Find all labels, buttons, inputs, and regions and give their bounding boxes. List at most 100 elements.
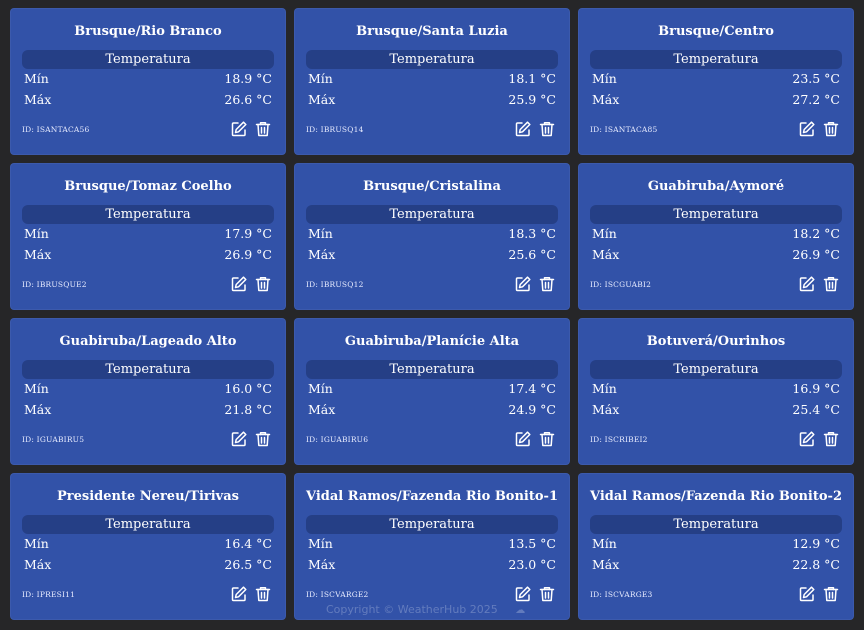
- trash-icon[interactable]: [538, 430, 556, 448]
- edit-icon[interactable]: [798, 430, 816, 448]
- metric-label: Temperatura: [22, 515, 274, 534]
- min-value: 23.5 °C: [792, 71, 840, 86]
- station-card: Vidal Ramos/Fazenda Rio Bonito-1 Tempera…: [294, 473, 570, 620]
- max-value: 25.4 °C: [792, 402, 840, 417]
- station-id: ID: ISCVARGE3: [590, 590, 653, 599]
- min-label: Mín: [592, 536, 617, 551]
- metric-label: Temperatura: [306, 515, 558, 534]
- edit-icon[interactable]: [798, 120, 816, 138]
- card-actions: [230, 585, 272, 603]
- min-label: Mín: [24, 71, 49, 86]
- metric-label: Temperatura: [22, 50, 274, 69]
- station-id: ID: ISCVARGE2: [306, 590, 369, 599]
- metric-label: Temperatura: [590, 50, 842, 69]
- edit-icon[interactable]: [230, 120, 248, 138]
- min-value: 13.5 °C: [508, 536, 556, 551]
- trash-icon[interactable]: [254, 430, 272, 448]
- station-id: ID: ISCRIBEI2: [590, 435, 648, 444]
- card-actions: [514, 585, 556, 603]
- min-label: Mín: [592, 226, 617, 241]
- max-row: Máx 26.5 °C: [24, 557, 272, 575]
- min-label: Mín: [24, 536, 49, 551]
- trash-icon[interactable]: [254, 275, 272, 293]
- card-actions: [230, 275, 272, 293]
- trash-icon[interactable]: [538, 275, 556, 293]
- trash-icon[interactable]: [822, 585, 840, 603]
- station-id: ID: IBRUSQUE2: [22, 280, 87, 289]
- max-row: Máx 25.6 °C: [308, 247, 556, 265]
- min-value: 17.4 °C: [508, 381, 556, 396]
- max-row: Máx 22.8 °C: [592, 557, 840, 575]
- card-actions: [798, 585, 840, 603]
- trash-icon[interactable]: [822, 120, 840, 138]
- edit-icon[interactable]: [230, 430, 248, 448]
- min-row: Mín 17.9 °C: [24, 226, 272, 244]
- min-value: 16.0 °C: [224, 381, 272, 396]
- trash-icon[interactable]: [822, 275, 840, 293]
- edit-icon[interactable]: [514, 430, 532, 448]
- station-title: Brusque/Rio Branco: [74, 24, 222, 39]
- max-value: 26.9 °C: [792, 247, 840, 262]
- station-card: Brusque/Rio Branco Temperatura Mín 18.9 …: [10, 8, 286, 155]
- station-card: Brusque/Tomaz Coelho Temperatura Mín 17.…: [10, 163, 286, 310]
- station-id: ID: IPRESI11: [22, 590, 76, 599]
- min-label: Mín: [24, 226, 49, 241]
- card-actions: [514, 430, 556, 448]
- max-value: 22.8 °C: [792, 557, 840, 572]
- card-actions: [230, 430, 272, 448]
- min-value: 18.3 °C: [508, 226, 556, 241]
- max-row: Máx 23.0 °C: [308, 557, 556, 575]
- max-row: Máx 26.9 °C: [592, 247, 840, 265]
- max-label: Máx: [24, 92, 52, 107]
- trash-icon[interactable]: [254, 585, 272, 603]
- cloud-icon: ☁: [515, 605, 526, 616]
- station-id: ID: ISANTACA85: [590, 125, 658, 134]
- edit-icon[interactable]: [514, 120, 532, 138]
- trash-icon[interactable]: [822, 430, 840, 448]
- max-label: Máx: [592, 557, 620, 572]
- min-value: 16.4 °C: [224, 536, 272, 551]
- min-row: Mín 17.4 °C: [308, 381, 556, 399]
- max-value: 25.6 °C: [508, 247, 556, 262]
- metric-label: Temperatura: [590, 515, 842, 534]
- edit-icon[interactable]: [798, 275, 816, 293]
- trash-icon[interactable]: [538, 120, 556, 138]
- trash-icon[interactable]: [254, 120, 272, 138]
- max-value: 26.6 °C: [224, 92, 272, 107]
- edit-icon[interactable]: [230, 275, 248, 293]
- max-value: 24.9 °C: [508, 402, 556, 417]
- min-row: Mín 16.4 °C: [24, 536, 272, 554]
- max-label: Máx: [24, 557, 52, 572]
- min-label: Mín: [308, 536, 333, 551]
- card-actions: [514, 120, 556, 138]
- card-actions: [798, 120, 840, 138]
- station-id: ID: IBRUSQ12: [306, 280, 364, 289]
- min-value: 12.9 °C: [792, 536, 840, 551]
- station-title: Vidal Ramos/Fazenda Rio Bonito-1: [306, 489, 558, 504]
- min-label: Mín: [308, 226, 333, 241]
- station-title: Presidente Nereu/Tirivas: [57, 489, 239, 504]
- metric-label: Temperatura: [306, 360, 558, 379]
- min-value: 18.9 °C: [224, 71, 272, 86]
- min-row: Mín 18.3 °C: [308, 226, 556, 244]
- station-card: Vidal Ramos/Fazenda Rio Bonito-2 Tempera…: [578, 473, 854, 620]
- trash-icon[interactable]: [538, 585, 556, 603]
- min-label: Mín: [24, 381, 49, 396]
- min-label: Mín: [592, 71, 617, 86]
- station-title: Guabiruba/Aymoré: [647, 179, 785, 194]
- edit-icon[interactable]: [798, 585, 816, 603]
- station-title: Brusque/Cristalina: [363, 179, 501, 194]
- edit-icon[interactable]: [230, 585, 248, 603]
- footer-copyright: Copyright © WeatherHub 2025: [326, 603, 498, 616]
- max-value: 23.0 °C: [508, 557, 556, 572]
- metric-label: Temperatura: [22, 360, 274, 379]
- max-row: Máx 25.9 °C: [308, 92, 556, 110]
- max-label: Máx: [308, 402, 336, 417]
- min-label: Mín: [308, 71, 333, 86]
- edit-icon[interactable]: [514, 275, 532, 293]
- max-value: 21.8 °C: [224, 402, 272, 417]
- max-row: Máx 21.8 °C: [24, 402, 272, 420]
- station-id: ID: ISCGUABI2: [590, 280, 652, 289]
- station-card: Presidente Nereu/Tirivas Temperatura Mín…: [10, 473, 286, 620]
- edit-icon[interactable]: [514, 585, 532, 603]
